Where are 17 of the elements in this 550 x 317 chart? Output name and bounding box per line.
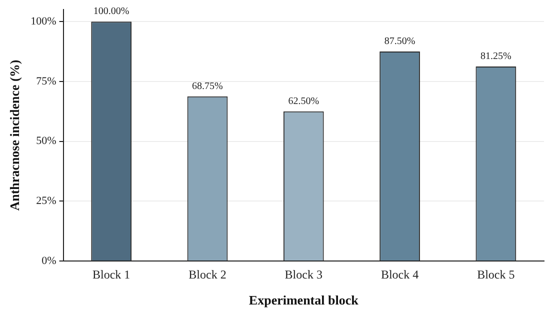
x-tick-label: Block 3 bbox=[284, 267, 322, 282]
y-tick-label: 25% bbox=[36, 195, 56, 208]
x-tick-label: Block 4 bbox=[380, 267, 419, 282]
data-label: 81.25% bbox=[480, 51, 512, 62]
data-label: 62.50% bbox=[288, 96, 320, 107]
data-label: 68.75% bbox=[192, 81, 223, 92]
y-tick-label: 50% bbox=[36, 135, 56, 148]
y-tick-label: 100% bbox=[30, 15, 56, 28]
x-axis-title: Experimental block bbox=[248, 292, 360, 308]
y-axis-title: Anthracnose incidence (%) bbox=[7, 60, 22, 211]
y-tick-label: 0% bbox=[42, 254, 56, 267]
y-tick-label: 75% bbox=[36, 75, 56, 88]
x-tick-label: Block 2 bbox=[188, 267, 226, 282]
x-tick-label: Block 5 bbox=[477, 267, 515, 282]
data-label: 100.00% bbox=[93, 6, 130, 18]
data-label: 87.50% bbox=[384, 36, 416, 48]
x-tick-label: Block 1 bbox=[92, 267, 130, 282]
